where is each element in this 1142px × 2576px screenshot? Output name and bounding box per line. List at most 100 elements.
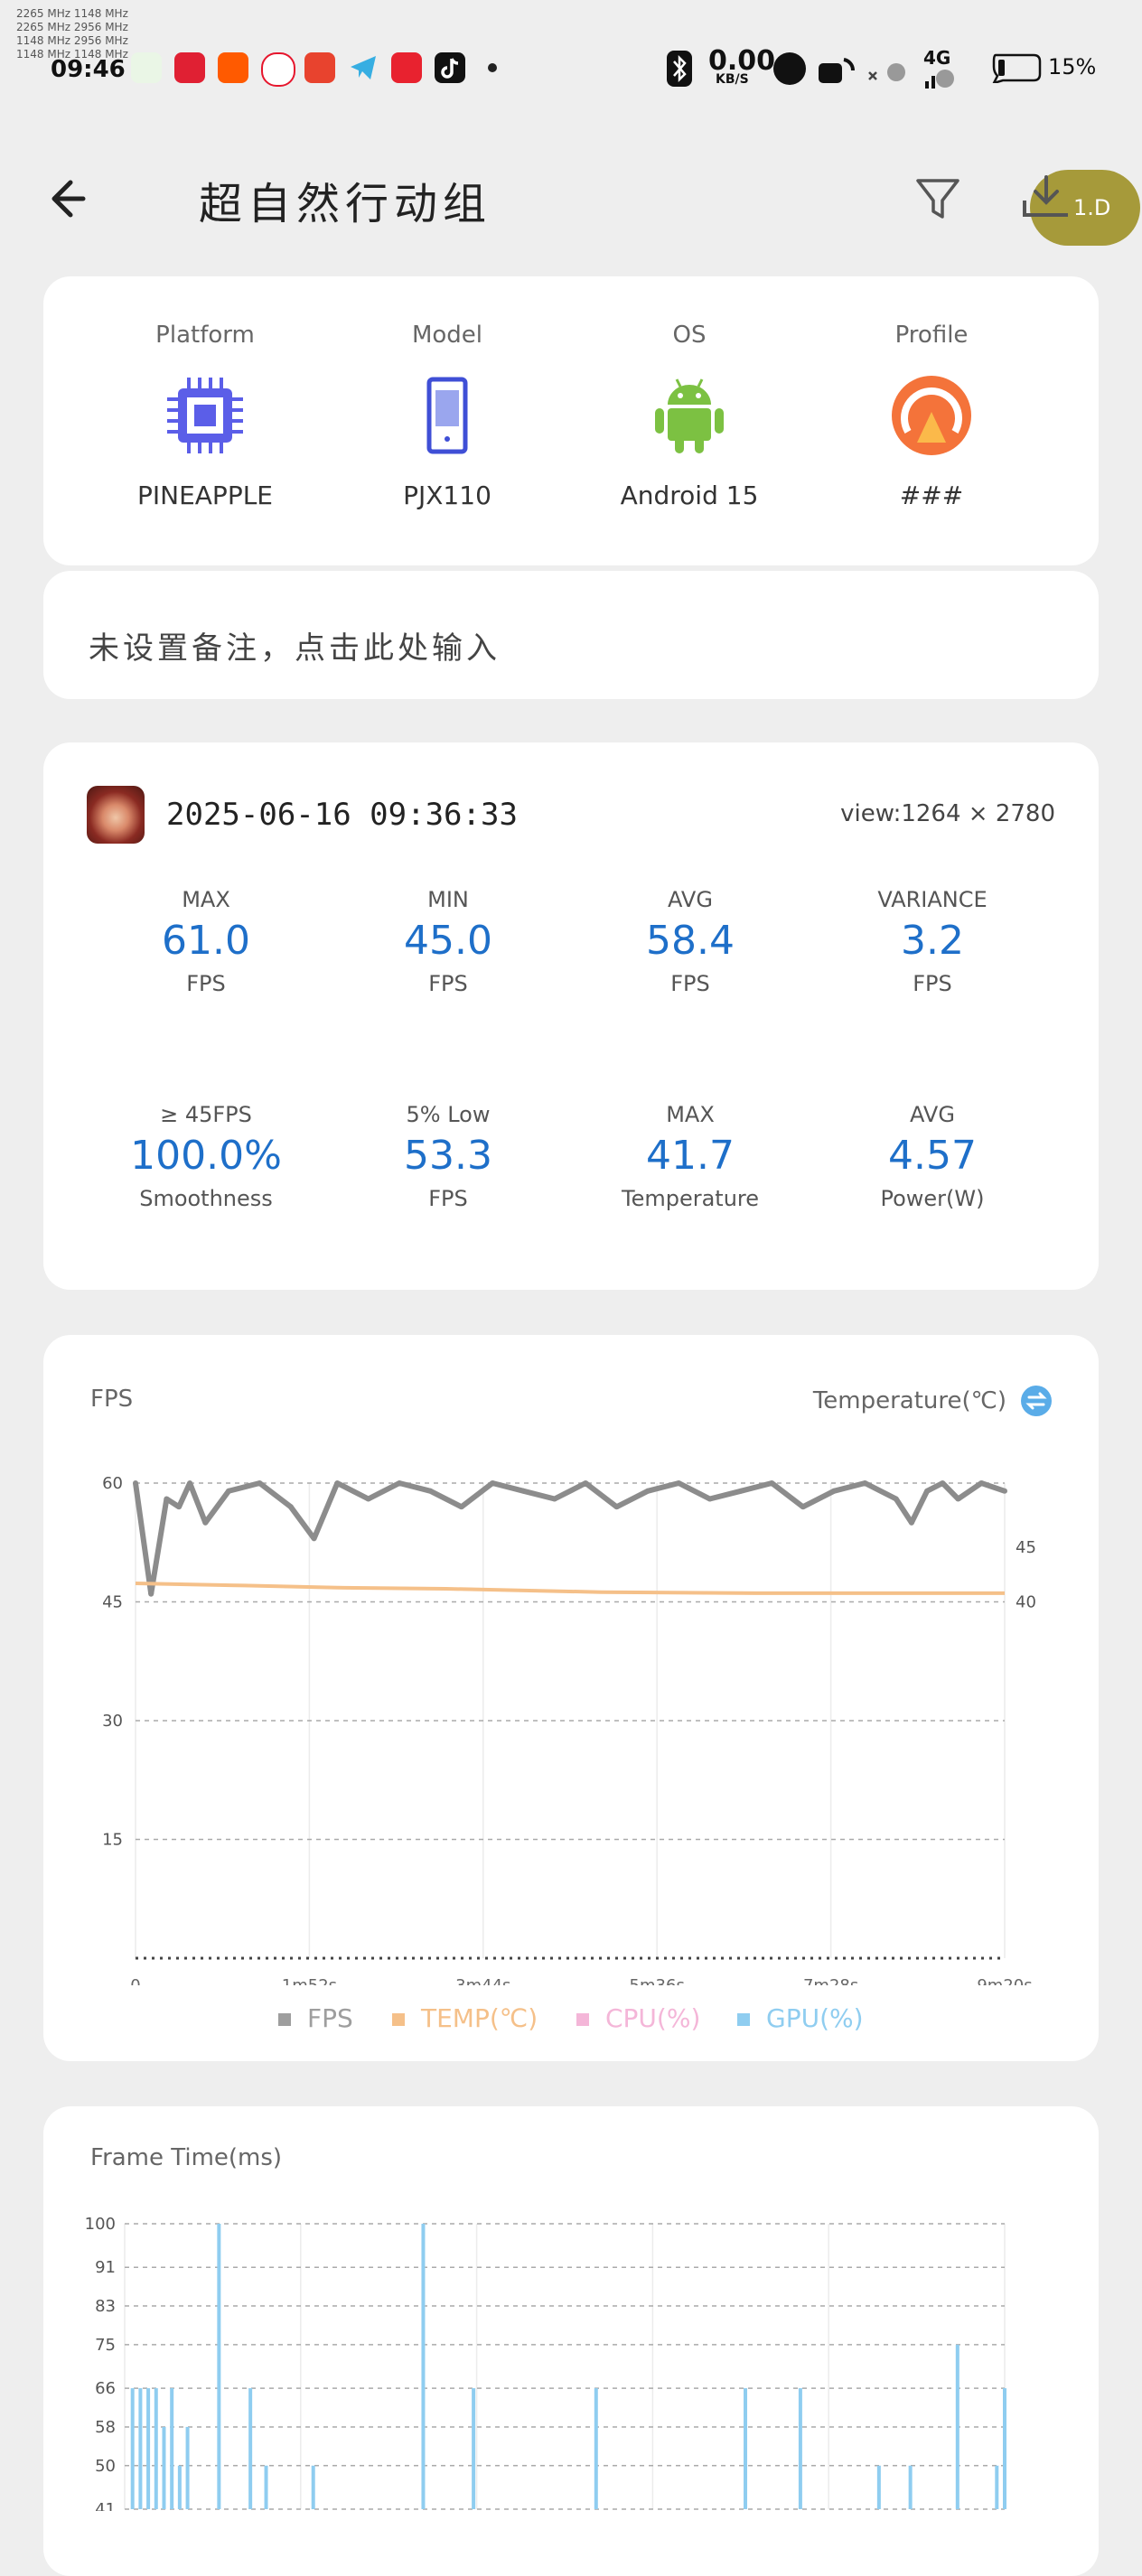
y-tick-label: 83	[95, 2297, 116, 2316]
frame-time-bar	[138, 2388, 143, 2509]
fps-data-point	[862, 1480, 868, 1486]
download-icon	[1019, 173, 1073, 224]
signal-label: 4G	[923, 47, 951, 69]
fps-data-point	[644, 1488, 651, 1494]
fps-data-point	[831, 1488, 838, 1494]
wifi-off-icon	[866, 56, 911, 87]
legend-swatch	[392, 2013, 405, 2026]
frame-time-bar	[472, 2388, 476, 2509]
fps-data-point	[490, 1480, 496, 1486]
stat-label: ≥ 45FPS	[160, 1102, 252, 1127]
net-speed-value: 0.00	[708, 45, 776, 77]
session-view-size: view:1264 × 2780	[840, 800, 1055, 827]
frame-time-chart: 100 91 83 75 66 58 50 41	[85, 2215, 1006, 2511]
y-tick-label: 45	[102, 1593, 123, 1612]
fps-data-point	[458, 1504, 464, 1510]
legend-gpu[interactable]: GPU(%)	[737, 2003, 864, 2033]
hotspot-icon	[817, 52, 856, 85]
right-axis-title: Temperature(℃)	[812, 1387, 1006, 1414]
filter-button[interactable]	[913, 173, 963, 224]
fps-chart-card: FPS Temperature(℃) 0 1m52s 3m44s 5m36s 7m28s…	[43, 1335, 1099, 2061]
frame-time-bar	[146, 2388, 151, 2509]
profile-icon	[888, 372, 975, 459]
device-profile-label: Profile	[894, 322, 969, 349]
y-tick-label: 58	[95, 2418, 116, 2437]
stat-unit: FPS	[913, 971, 952, 996]
legend-label: TEMP(℃)	[421, 2003, 538, 2033]
frame-time-bar	[162, 2426, 166, 2509]
x-tick-label: 5m36s	[630, 1976, 685, 1985]
x-tick-label: 9m20s	[977, 1976, 1032, 1985]
fps-chart-legend: FPS TEMP(℃) CPU(%) GPU(%)	[278, 2003, 911, 2039]
stat-variance: VARIANCE 3.2 FPS	[815, 887, 1050, 996]
back-arrow-icon	[51, 180, 86, 218]
swap-axis-button[interactable]	[1021, 1386, 1052, 1416]
cpu-frequency-row: 1148 MHz 2956 MHz	[16, 34, 128, 47]
tiktok-icon	[435, 52, 465, 83]
fps-data-point	[202, 1519, 209, 1526]
frame-time-bar	[594, 2388, 598, 2509]
stat-label: AVG	[910, 1102, 955, 1127]
fps-data-point	[311, 1535, 317, 1542]
stat-label: MAX	[182, 887, 230, 912]
frame-time-bar	[170, 2388, 174, 2509]
toutiao-icon	[391, 52, 422, 83]
device-model-label: Model	[411, 322, 483, 349]
stat-value: 61.0	[162, 918, 250, 964]
remark-card[interactable]: 未设置备注，点击此处输入	[43, 571, 1099, 699]
fps-data-point	[187, 1480, 193, 1486]
y-tick-label: 50	[95, 2457, 116, 2476]
fps-data-point	[676, 1480, 682, 1486]
device-model-value: PJX110	[403, 481, 491, 510]
stat-min-fps: MIN 45.0 FPS	[331, 887, 566, 996]
device-profile: Profile ###	[810, 276, 1053, 510]
frame-time-bar	[217, 2224, 221, 2509]
fps-data-point	[583, 1480, 589, 1486]
taobao-icon	[218, 52, 248, 83]
legend-fps[interactable]: FPS	[278, 2003, 353, 2033]
y-tick-label: 41	[95, 2500, 116, 2511]
legend-swatch	[737, 2013, 750, 2026]
more-notifications-dot	[488, 63, 497, 72]
frame-time-bar	[995, 2465, 999, 2509]
device-os-label: OS	[672, 322, 707, 349]
android-icon	[646, 372, 733, 459]
fps-data-point	[955, 1496, 961, 1502]
stat-5pct-low: 5% Low 53.3 FPS	[331, 1102, 566, 1211]
y-tick-label: 15	[102, 1831, 123, 1850]
device-model: Model PJX110	[325, 276, 569, 510]
back-button[interactable]	[47, 172, 101, 226]
stat-value: 41.7	[646, 1133, 735, 1179]
snack-icon	[304, 52, 335, 83]
battery-icon	[990, 52, 1044, 86]
stat-unit: FPS	[428, 971, 468, 996]
stat-avg-power: AVG 4.57 Power(W)	[815, 1102, 1050, 1211]
fps-data-point	[427, 1488, 434, 1494]
legend-cpu[interactable]: CPU(%)	[576, 2003, 700, 2033]
frame-time-bar	[185, 2426, 190, 2509]
stat-unit: FPS	[670, 971, 710, 996]
swap-icon	[1025, 1392, 1047, 1410]
export-button[interactable]	[1030, 170, 1140, 246]
weibo-icon	[261, 52, 295, 87]
legend-label: GPU(%)	[766, 2003, 864, 2033]
legend-temp[interactable]: TEMP(℃)	[392, 2003, 538, 2033]
legend-swatch	[278, 2013, 291, 2026]
device-platform: Platform PINEAPPLE	[83, 276, 327, 510]
frame-time-bar	[955, 2344, 959, 2509]
stat-unit: FPS	[186, 971, 226, 996]
status-time: 09:46	[51, 56, 126, 83]
frame-time-bar	[421, 2224, 426, 2509]
y-tick-label: 91	[95, 2258, 116, 2277]
stat-value: 100.0%	[130, 1133, 282, 1179]
fps-data-point	[334, 1480, 341, 1486]
fps-data-point	[365, 1496, 371, 1502]
frame-time-bar	[154, 2388, 158, 2509]
fps-data-point	[148, 1591, 154, 1597]
export-version-label: 1.D	[1073, 195, 1111, 220]
stat-value: 45.0	[404, 918, 492, 964]
fps-data-point	[520, 1488, 527, 1494]
cpu-frequency-readout: 2265 MHz 1148 MHz 2265 MHz 2956 MHz 1148 M…	[16, 7, 134, 61]
wechat-icon	[131, 52, 162, 83]
stat-max-fps: MAX 61.0 FPS	[89, 887, 323, 996]
